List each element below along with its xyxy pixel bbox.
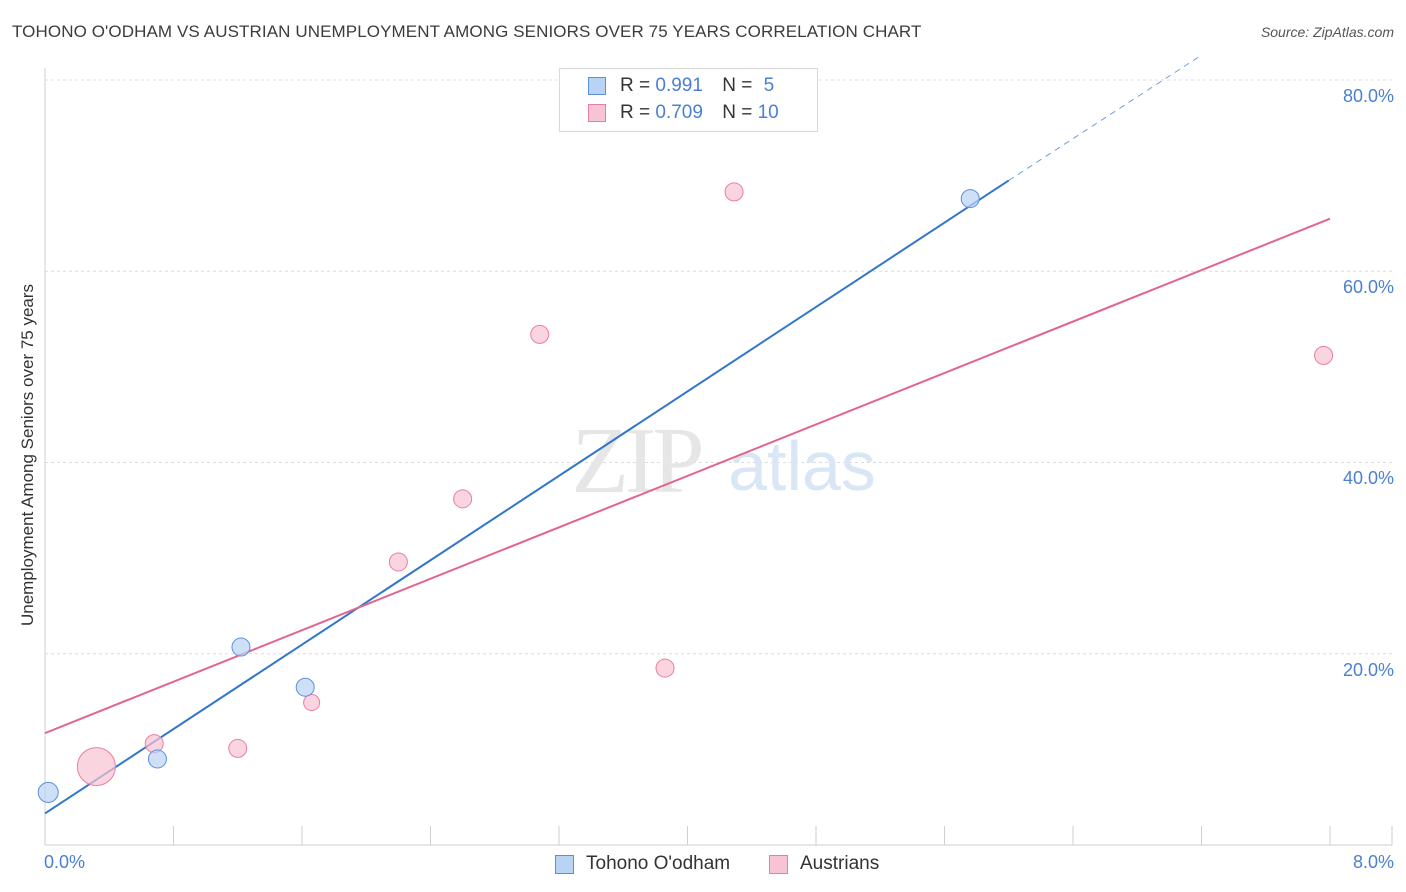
gridlines (45, 79, 1392, 655)
x-tick-label-max: 8.0% (1352, 852, 1394, 872)
austrians-swatch (588, 104, 606, 122)
austrians-point (1314, 345, 1334, 365)
austrians-point (76, 747, 116, 787)
austrians-point (724, 182, 744, 202)
tohono-trend-line (44, 179, 1010, 815)
legend-n-value: 10 (757, 102, 779, 123)
stats-legend: R = 0.991 N = 5 R = 0.709 N = 10 (559, 68, 818, 132)
tohono-point (231, 637, 251, 657)
legend-r-label: R = (620, 102, 656, 123)
austrians-point (453, 489, 473, 509)
bottom-legend-austrians: Austrians (769, 852, 879, 876)
austrians-point (303, 694, 321, 712)
tohono-point (147, 749, 167, 769)
legend-n-label: N = (722, 75, 758, 96)
chart-title: TOHONO O'ODHAM VS AUSTRIAN UNEMPLOYMENT … (12, 22, 922, 41)
bottom-legend-tohono: Tohono O'odham (555, 852, 730, 876)
data-points (37, 182, 1334, 803)
tohono-trend-extension (1008, 54, 1202, 181)
legend-label: Austrians (800, 853, 880, 874)
tohono-swatch (555, 854, 574, 874)
x-tick-label-min: 0.0% (44, 852, 86, 872)
y-tick-label: 20.0% (1342, 660, 1394, 680)
watermark-atlas: atlas (728, 427, 876, 505)
austrians-trend-line (44, 217, 1331, 735)
austrians-point (388, 552, 408, 572)
tohono-point (960, 189, 980, 209)
legend-label: Tohono O'odham (586, 853, 731, 874)
tohono-point (295, 677, 315, 697)
austrians-swatch (769, 854, 788, 874)
y-axis-label: Unemployment Among Seniors over 75 years (18, 283, 37, 627)
trend-lines (44, 54, 1331, 815)
legend-n-label: N = (722, 102, 758, 123)
austrians-point (144, 734, 164, 754)
watermark: ZIP atlas (572, 409, 876, 513)
austrians-point (228, 738, 248, 758)
austrians-point (655, 658, 675, 678)
legend-r-value: 0.991 (655, 75, 703, 96)
austrians-point (530, 324, 550, 344)
axes (44, 68, 1393, 846)
legend-r-label: R = (620, 75, 656, 96)
y-tick-label: 80.0% (1342, 86, 1394, 106)
source-credit: Source: ZipAtlas.com (1260, 24, 1394, 40)
legend-r-value: 0.709 (655, 102, 703, 123)
tohono-swatch (588, 77, 606, 95)
y-tick-label: 40.0% (1342, 468, 1394, 488)
y-tick-label: 60.0% (1342, 277, 1394, 297)
tohono-point (37, 781, 59, 803)
legend-n-value: 5 (763, 75, 775, 96)
